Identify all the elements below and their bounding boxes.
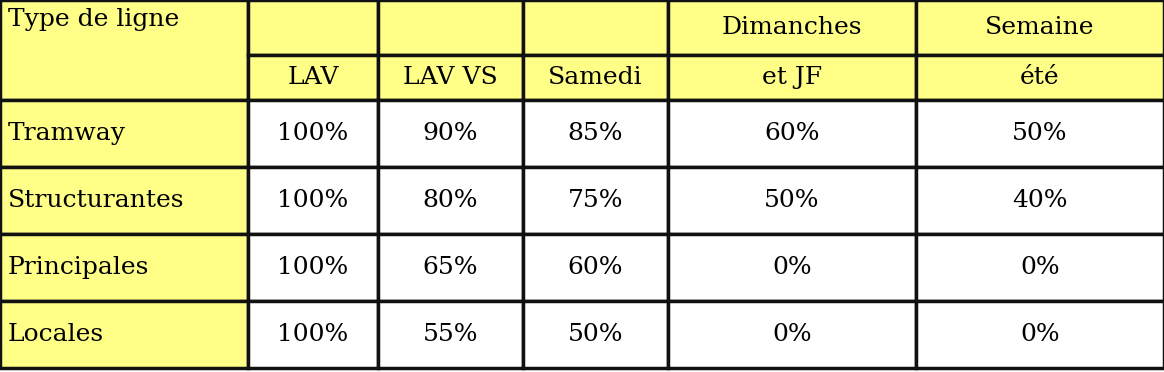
Text: 60%: 60% <box>765 122 819 145</box>
Bar <box>0 234 248 301</box>
Text: 50%: 50% <box>765 189 819 212</box>
Bar <box>523 55 668 100</box>
Text: Locales: Locales <box>8 323 104 346</box>
Bar <box>668 55 916 100</box>
Text: 65%: 65% <box>423 256 478 279</box>
Bar <box>378 100 523 167</box>
Bar <box>668 301 916 368</box>
Text: 0%: 0% <box>1020 256 1059 279</box>
Text: et JF: et JF <box>762 66 822 89</box>
Bar <box>248 55 378 100</box>
Text: été: été <box>1020 66 1059 89</box>
Text: Semaine: Semaine <box>985 16 1095 39</box>
Text: 100%: 100% <box>277 189 349 212</box>
Text: Samedi: Samedi <box>548 66 643 89</box>
Bar <box>378 167 523 234</box>
Bar <box>0 0 248 100</box>
Text: 40%: 40% <box>1013 189 1067 212</box>
Text: Dimanches: Dimanches <box>722 16 863 39</box>
Text: 90%: 90% <box>423 122 478 145</box>
Bar <box>523 0 668 55</box>
Bar <box>916 55 1164 100</box>
Text: 0%: 0% <box>772 256 811 279</box>
Text: 100%: 100% <box>277 122 349 145</box>
Bar <box>378 55 523 100</box>
Bar <box>0 167 248 234</box>
Bar <box>248 0 378 55</box>
Text: Principales: Principales <box>8 256 149 279</box>
Bar <box>523 301 668 368</box>
Text: 55%: 55% <box>423 323 478 346</box>
Text: 60%: 60% <box>568 256 623 279</box>
Text: LAV VS: LAV VS <box>403 66 498 89</box>
Text: LAV: LAV <box>288 66 339 89</box>
Bar <box>378 301 523 368</box>
Bar <box>916 100 1164 167</box>
Bar <box>916 234 1164 301</box>
Text: Structurantes: Structurantes <box>8 189 185 212</box>
Bar <box>668 100 916 167</box>
Text: Tramway: Tramway <box>8 122 126 145</box>
Text: 0%: 0% <box>1020 323 1059 346</box>
Bar <box>378 234 523 301</box>
Bar <box>916 167 1164 234</box>
Text: 85%: 85% <box>568 122 623 145</box>
Bar <box>523 100 668 167</box>
Text: 50%: 50% <box>568 323 623 346</box>
Bar <box>248 167 378 234</box>
Bar <box>248 234 378 301</box>
Bar <box>523 234 668 301</box>
Bar <box>668 234 916 301</box>
Text: 100%: 100% <box>277 323 349 346</box>
Bar <box>668 0 916 55</box>
Text: Type de ligne: Type de ligne <box>8 8 179 31</box>
Bar <box>523 167 668 234</box>
Text: 50%: 50% <box>1013 122 1067 145</box>
Bar <box>0 301 248 368</box>
Bar <box>248 301 378 368</box>
Bar <box>378 0 523 55</box>
Bar <box>668 167 916 234</box>
Text: 100%: 100% <box>277 256 349 279</box>
Text: 80%: 80% <box>423 189 478 212</box>
Bar <box>916 0 1164 55</box>
Text: 75%: 75% <box>568 189 623 212</box>
Bar <box>0 100 248 167</box>
Text: 0%: 0% <box>772 323 811 346</box>
Bar <box>916 301 1164 368</box>
Bar <box>248 100 378 167</box>
